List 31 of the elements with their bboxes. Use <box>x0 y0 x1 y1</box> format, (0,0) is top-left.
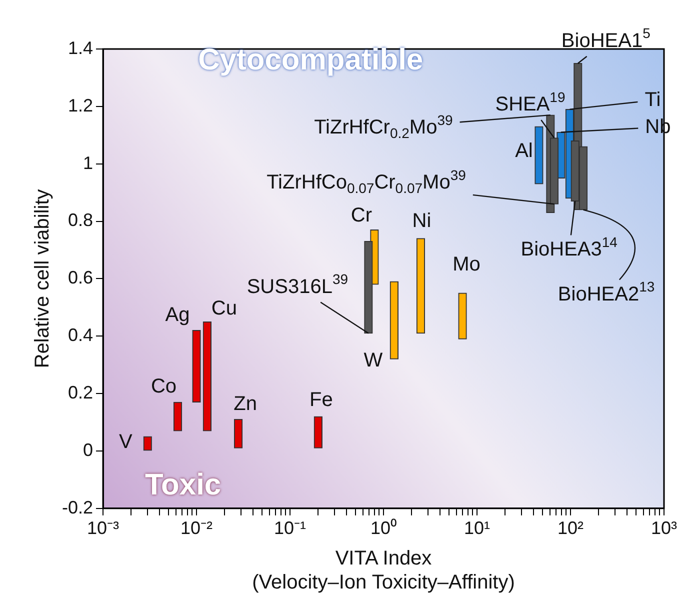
y-tick-label: -0.2 <box>62 497 94 518</box>
x-tick-label: 10⁻³ <box>87 518 120 538</box>
y-tick-label: 1 <box>83 152 94 173</box>
x-tick-label: 10² <box>557 518 584 538</box>
x-tick-label: 10⁻² <box>180 518 213 538</box>
annotation: Ti <box>644 88 661 111</box>
annotation: Cu <box>211 297 237 320</box>
annotation: W <box>364 350 383 372</box>
y-axis-title: Relative cell viability <box>32 189 54 368</box>
annotation: Cr <box>350 204 372 226</box>
y-tick-label: 0 <box>83 440 94 460</box>
annotation: Co <box>150 376 177 398</box>
x-tick-label: 10³ <box>650 518 678 538</box>
annotation: Fe <box>309 389 333 412</box>
annotation: Al <box>515 140 533 162</box>
annotation: V <box>118 431 133 454</box>
y-tick-label: 1.2 <box>68 95 94 116</box>
annotation: Ni <box>412 210 432 232</box>
y-tick-label: 0.2 <box>68 382 94 403</box>
annotation: Zn <box>234 392 257 415</box>
x-axis-title: VITA Index (Velocity–Ion Toxicity–Affinity) <box>252 548 515 594</box>
y-tick-label: 0.6 <box>68 268 94 288</box>
x-tick-label: 10⁻¹ <box>274 518 306 538</box>
y-tick-label: 0.4 <box>68 325 94 346</box>
annotation: Ag <box>165 304 190 326</box>
y-tick-label: 0.8 <box>68 210 94 230</box>
x-tick-label: 10⁰ <box>370 518 397 538</box>
annotation: Toxic <box>144 468 222 502</box>
annotation: Mo <box>452 254 480 276</box>
y-tick-label: 1.4 <box>68 38 94 58</box>
x-tick-label: 10¹ <box>464 518 490 538</box>
